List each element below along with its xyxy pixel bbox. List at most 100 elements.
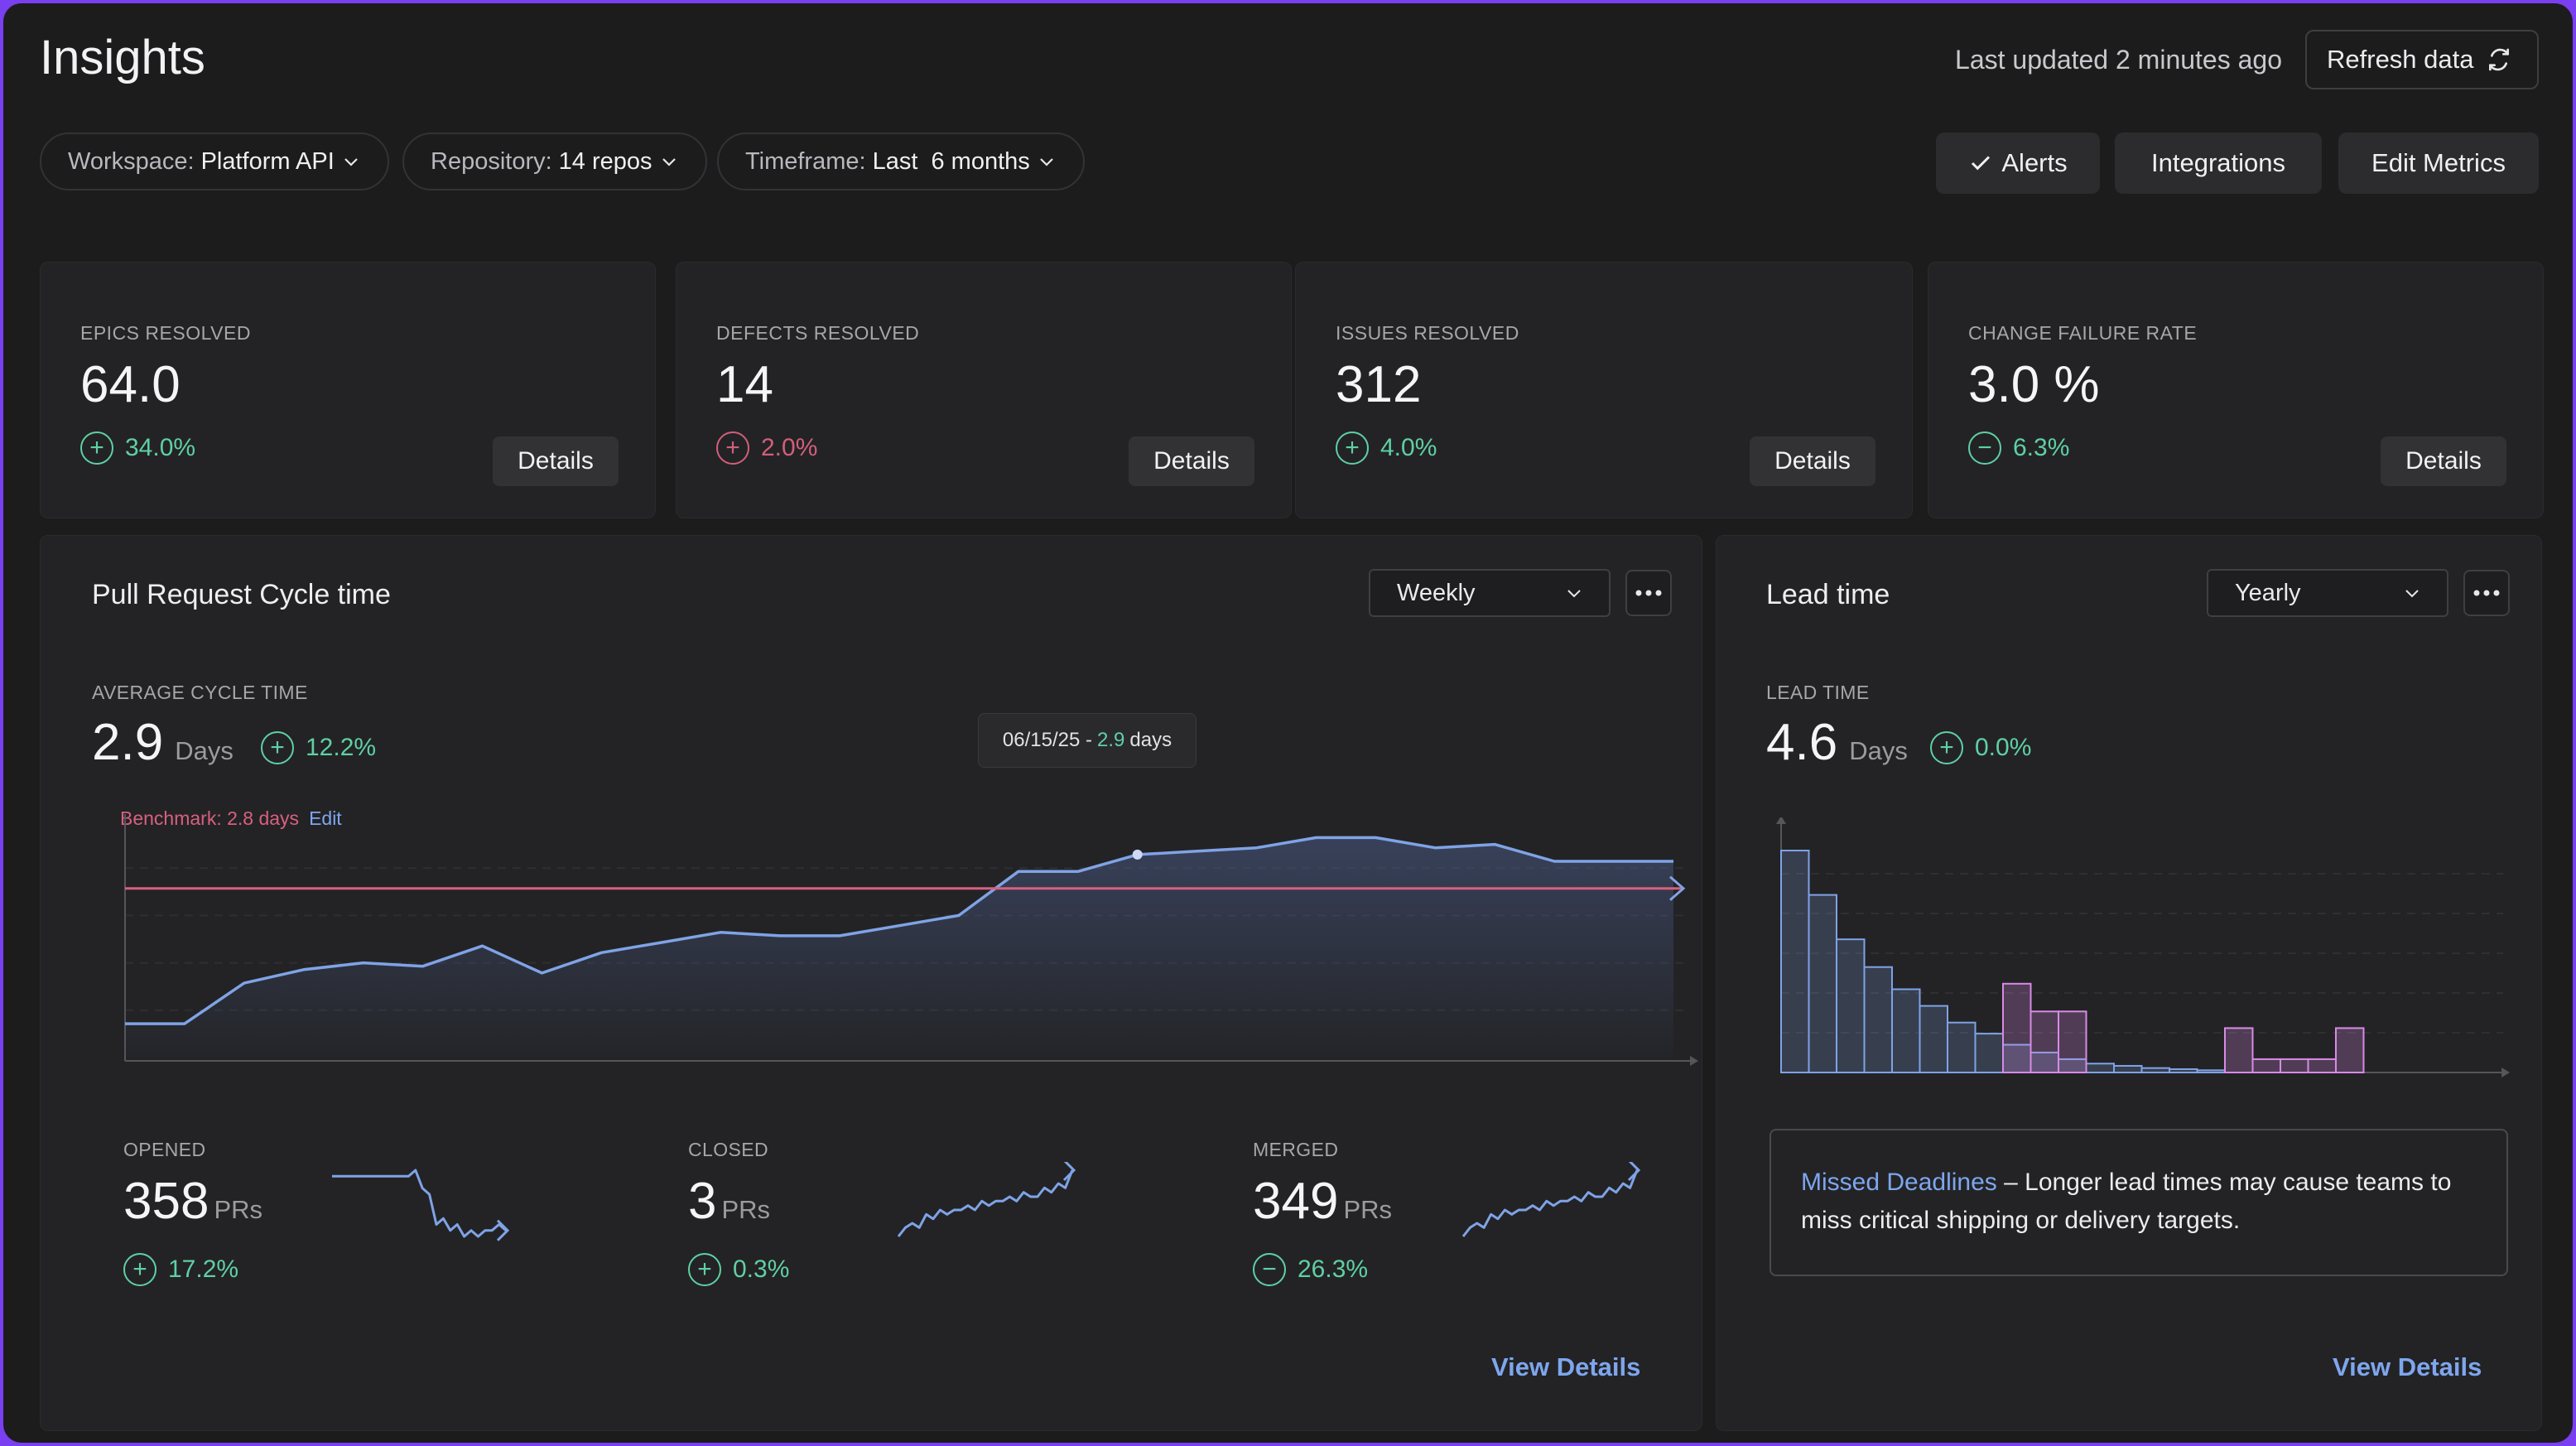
filter-repository[interactable]: Repository: 14 repos <box>402 133 707 190</box>
check-icon <box>1972 156 1991 171</box>
change-value: 0.0% <box>1975 734 2032 761</box>
plus-icon: + <box>123 1253 156 1286</box>
sparkline-arrow <box>1627 1162 1641 1182</box>
details-button[interactable]: Details <box>493 436 619 486</box>
stat-value: 358 <box>123 1173 209 1230</box>
x-axis-arrow <box>2501 1068 2510 1077</box>
histogram-bar <box>2002 982 2032 1073</box>
tooltip-unit: days <box>1129 729 1172 751</box>
histogram-bar <box>1808 894 1837 1073</box>
histogram-bar <box>2307 1058 2337 1074</box>
histogram-bar <box>2058 1010 2087 1073</box>
histogram-bar <box>1974 1033 2004 1074</box>
histogram-bar <box>2224 1027 2254 1073</box>
histogram-bar <box>1919 1005 1948 1074</box>
stat-change: +0.3% <box>688 1253 789 1286</box>
highlight-point <box>1132 849 1143 860</box>
lead-period-select[interactable]: Yearly <box>2207 569 2448 617</box>
change-value: 26.3% <box>1298 1256 1369 1283</box>
cycle-unit: Days <box>175 736 234 765</box>
chevron-down-icon <box>2405 590 2419 598</box>
stat-value-row: 358 PRs <box>123 1172 262 1231</box>
filter-workspace[interactable]: Workspace: Platform API <box>40 133 389 190</box>
select-value: Yearly <box>2235 579 2301 606</box>
histogram-bar <box>2140 1067 2170 1074</box>
integrations-button[interactable]: Integrations <box>2115 133 2322 194</box>
stat-label: CLOSED <box>688 1139 768 1160</box>
kpi-label: DEFECTS RESOLVED <box>716 322 920 344</box>
change-value: 6.3% <box>2013 434 2070 461</box>
chevron-down-icon <box>1567 590 1581 598</box>
stat-value-row: 3 PRs <box>688 1172 770 1231</box>
plus-icon: + <box>1930 731 1963 764</box>
plus-icon: + <box>80 431 113 465</box>
histogram-bar <box>2280 1058 2309 1074</box>
stat-value: 3 <box>688 1173 717 1230</box>
filter-label: Timeframe: <box>745 147 866 175</box>
kpi-card: EPICS RESOLVED 64.0 +34.0% Details <box>40 262 656 518</box>
lead-value-row: 4.6 Days <box>1766 713 1908 772</box>
stat-unit: PRs <box>1343 1195 1393 1224</box>
histogram-bar <box>1836 938 1866 1073</box>
minus-icon: − <box>1253 1253 1286 1286</box>
edit-metrics-button[interactable]: Edit Metrics <box>2338 133 2539 194</box>
lead-unit: Days <box>1849 736 1908 765</box>
kpi-value: 312 <box>1336 356 1422 413</box>
missed-deadlines-link[interactable]: Missed Deadlines <box>1801 1169 1997 1196</box>
cycle-time-panel: Pull Request Cycle time Weekly AVERAGE C… <box>40 535 1702 1431</box>
plus-icon: + <box>1336 431 1369 465</box>
view-details-link[interactable]: View Details <box>1491 1352 1641 1381</box>
missed-deadlines-note: Missed Deadlines – Longer lead times may… <box>1769 1129 2508 1276</box>
stat-unit: PRs <box>721 1195 771 1224</box>
cycle-period-select[interactable]: Weekly <box>1369 569 1611 617</box>
details-button[interactable]: Details <box>2381 436 2506 486</box>
stat-value-row: 349 PRs <box>1253 1172 1392 1231</box>
stat-label: OPENED <box>123 1139 206 1160</box>
sparkline-path <box>332 1169 507 1238</box>
lead-change: + 0.0% <box>1930 731 2031 764</box>
refresh-icon <box>2488 48 2509 71</box>
panel-title: Pull Request Cycle time <box>92 579 391 610</box>
stat-change: −26.3% <box>1253 1253 1368 1286</box>
change-value: 4.0% <box>1380 434 1437 461</box>
alerts-button[interactable]: Alerts <box>1936 133 2100 194</box>
kpi-label: EPICS RESOLVED <box>80 322 251 344</box>
change-value: 12.2% <box>306 734 377 761</box>
histogram-bar <box>2002 1044 2032 1073</box>
closed-sparkline <box>897 1162 1076 1237</box>
stat-value: 349 <box>1253 1173 1339 1230</box>
more-options-button[interactable] <box>1625 570 1672 616</box>
kpi-value: 64.0 <box>80 356 181 413</box>
cycle-time-chart <box>124 814 1698 1066</box>
details-button[interactable]: Details <box>1129 436 1254 486</box>
kpi-card: ISSUES RESOLVED 312 +4.0% Details <box>1295 262 1913 518</box>
y-axis-arrow <box>1776 817 1786 824</box>
filter-timeframe[interactable]: Timeframe: Last 6 months <box>717 133 1085 190</box>
change-value: 34.0% <box>125 434 196 461</box>
select-value: Weekly <box>1397 579 1476 606</box>
kpi-change: +4.0% <box>1336 431 1437 465</box>
refresh-data-button[interactable]: Refresh data <box>2305 30 2539 89</box>
stat-unit: PRs <box>214 1195 263 1224</box>
plus-icon: + <box>261 731 294 764</box>
panel-title: Lead time <box>1766 579 1890 610</box>
change-value: 2.0% <box>761 434 818 461</box>
chevron-down-icon <box>662 158 676 166</box>
kpi-card: CHANGE FAILURE RATE 3.0 % −6.3% Details <box>1928 262 2544 518</box>
more-icon <box>2473 590 2500 596</box>
change-value: 17.2% <box>168 1256 239 1283</box>
histogram-bar <box>2251 1058 2281 1074</box>
change-value: 0.3% <box>733 1256 790 1283</box>
histogram-bar <box>2085 1063 2115 1073</box>
kpi-change: +2.0% <box>716 431 817 465</box>
filter-value: 14 repos <box>558 147 652 175</box>
more-options-button[interactable] <box>2463 570 2510 616</box>
x-axis-arrow <box>1690 1056 1698 1066</box>
details-button[interactable]: Details <box>1750 436 1875 486</box>
view-details-link[interactable]: View Details <box>2333 1352 2482 1381</box>
histogram-bar <box>1863 966 1893 1073</box>
filter-label: Repository: <box>431 147 552 175</box>
benchmark-edit-link[interactable]: Edit <box>309 807 342 829</box>
opened-sparkline <box>332 1169 510 1241</box>
plus-icon: + <box>716 431 749 465</box>
